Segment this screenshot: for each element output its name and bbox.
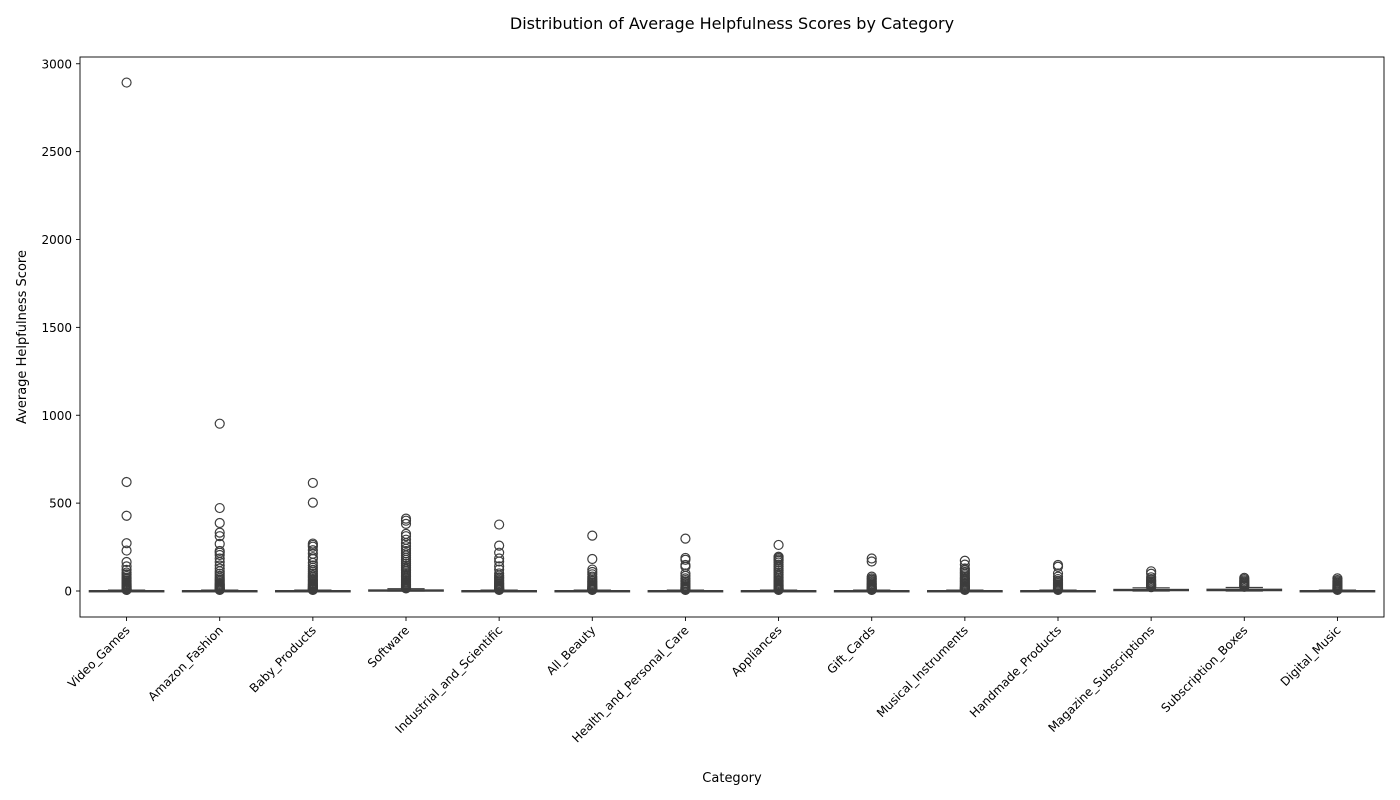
outlier-point (214, 418, 225, 429)
outlier-point (494, 519, 505, 530)
x-tick-label: Musical_Instruments (874, 623, 971, 720)
outlier-point (214, 553, 225, 564)
outlier-point (400, 531, 412, 542)
y-tick-label: 2000 (41, 233, 72, 247)
outlier-point (121, 476, 132, 488)
outlier-point (307, 541, 318, 552)
outlier-point (121, 545, 132, 556)
outlier-point (494, 556, 505, 567)
outlier-point (121, 77, 132, 88)
box-group (647, 533, 724, 596)
box-group (461, 519, 537, 596)
x-tick-label: Video_Games (65, 623, 133, 691)
y-axis: 0 500 1000 1500 2000 2500 3000 (41, 57, 80, 599)
plot-frame (79, 56, 1385, 618)
outlier-point (587, 553, 598, 565)
box-group (275, 477, 351, 596)
outlier-point (400, 513, 412, 524)
box-group (368, 513, 444, 594)
outlier-point (400, 515, 412, 526)
outlier-point (400, 518, 412, 529)
outlier-point (214, 531, 225, 542)
x-tick-label: Industrial_and_Scientific (392, 623, 505, 736)
box-group (88, 77, 165, 596)
box-group (1020, 559, 1096, 596)
outlier-point (1052, 561, 1064, 572)
outlier-point (214, 549, 225, 561)
y-tick-label: 1000 (41, 409, 72, 423)
outlier-point (866, 553, 877, 564)
outlier-point (121, 556, 132, 568)
outlier-point (494, 553, 505, 564)
box-group (740, 539, 817, 596)
y-axis-label: Average Helpfulness Score (15, 250, 30, 424)
box-group (1299, 573, 1376, 596)
chart-title: Distribution of Average Helpfulness Scor… (510, 14, 954, 33)
outlier-point (121, 561, 132, 572)
outlier-point (214, 527, 225, 538)
x-tick-label: Amazon_Fashion (145, 623, 225, 703)
box-group (554, 530, 631, 596)
y-tick-label: 0 (64, 585, 72, 599)
x-tick-label: Handmade_Products (967, 623, 1064, 720)
x-tick-label: All_Beauty (544, 623, 599, 678)
box-group (833, 553, 910, 596)
outlier-point (214, 560, 225, 571)
x-tick-label: Software (365, 623, 412, 670)
outlier-point (307, 497, 318, 508)
y-tick-label: 2500 (41, 145, 72, 159)
x-tick-label: Magazine_Subscriptions (1045, 623, 1157, 735)
outlier-point (680, 533, 691, 544)
y-tick-label: 3000 (41, 57, 72, 71)
x-tick-label: Baby_Products (247, 623, 319, 695)
plot-area (79, 56, 1385, 618)
outlier-point (866, 556, 877, 567)
outlier-point (121, 538, 132, 549)
outlier-point (307, 477, 318, 489)
box-group (1113, 566, 1190, 593)
box-group (926, 555, 1003, 596)
x-axis-label: Category (702, 771, 762, 786)
outlier-point (214, 517, 225, 529)
outlier-point (680, 568, 691, 579)
outlier-point (773, 539, 784, 551)
x-axis: Video_Games Amazon_Fashion Baby_Products So… (65, 617, 1344, 745)
y-tick-label: 1500 (41, 321, 72, 335)
y-tick-label: 500 (49, 497, 72, 511)
x-tick-label: Digital_Music (1278, 623, 1344, 689)
x-tick-label: Subscription_Boxes (1158, 623, 1250, 715)
box-group (1206, 572, 1283, 592)
outlier-point (680, 554, 691, 565)
x-tick-label: Gift_Cards (824, 623, 878, 677)
outlier-point (587, 530, 598, 541)
outlier-point (494, 540, 505, 551)
x-tick-label: Appliances (729, 623, 785, 679)
outlier-point (214, 502, 225, 514)
box-group (181, 418, 258, 596)
outlier-point (400, 538, 412, 549)
outlier-point (121, 510, 132, 521)
outlier-point (1146, 582, 1157, 593)
